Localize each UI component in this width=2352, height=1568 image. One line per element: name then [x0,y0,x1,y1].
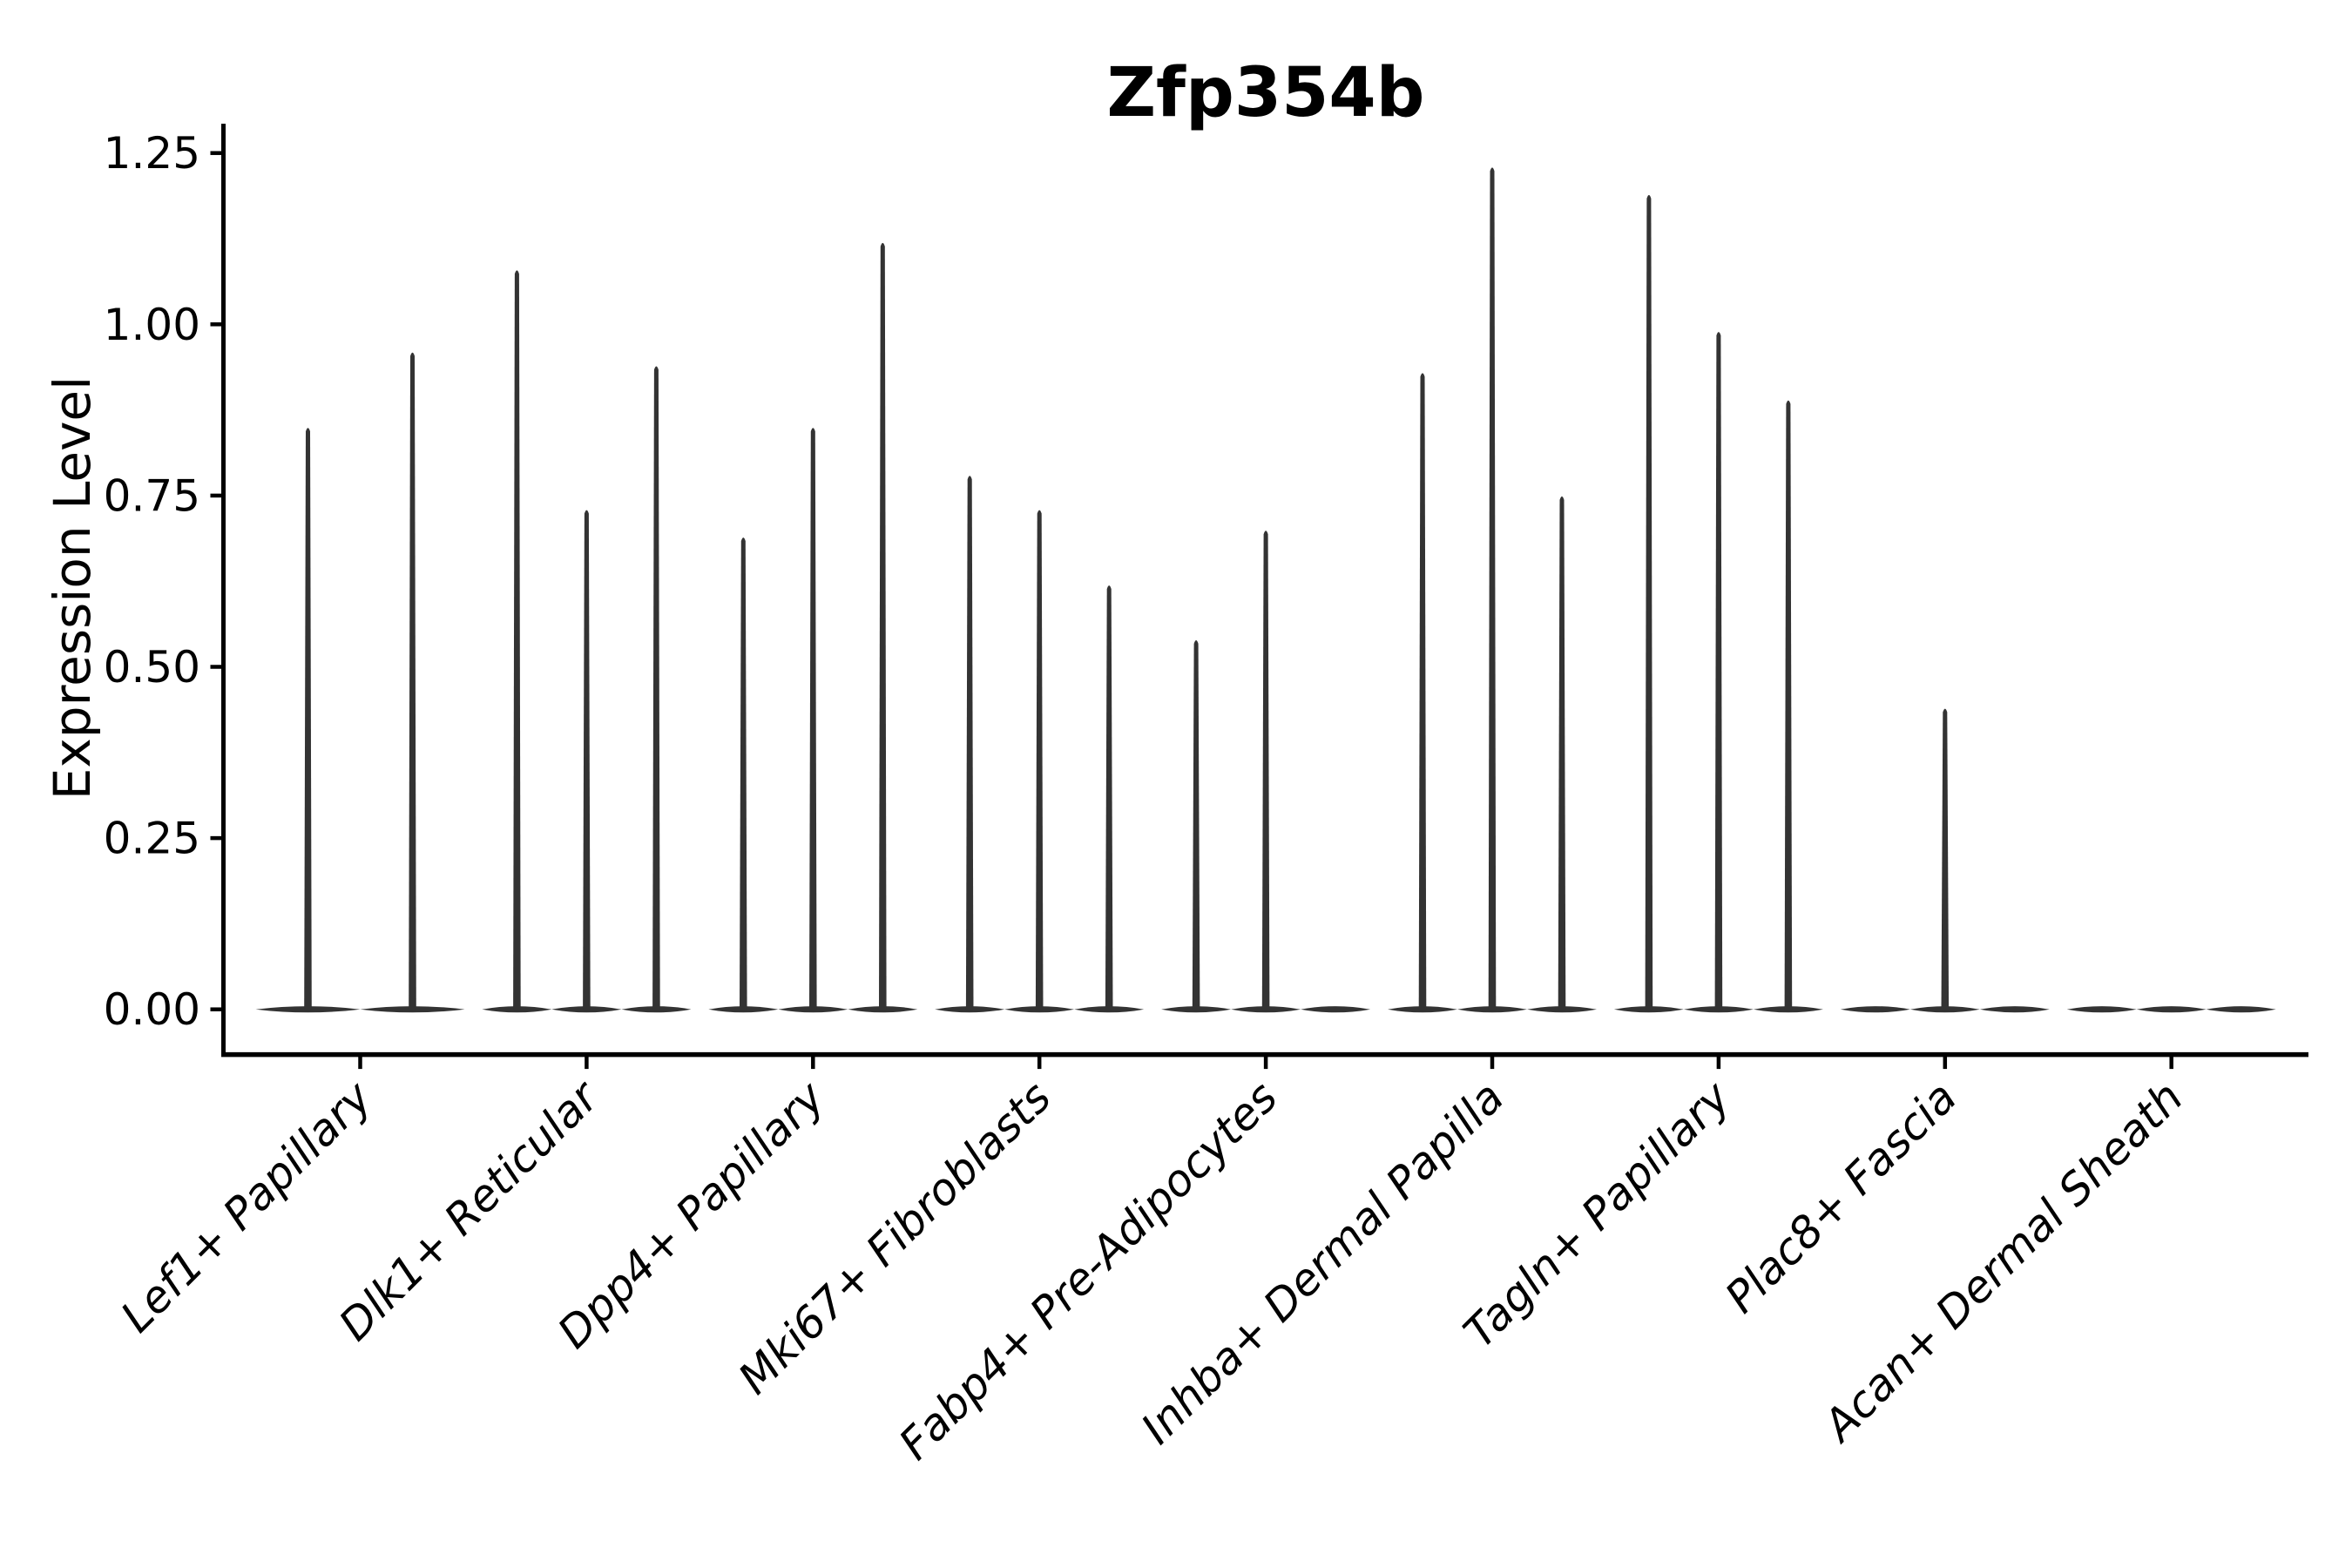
violin-spike [1105,585,1113,1010]
violin-group [1840,708,2050,1013]
violin-group [255,352,465,1013]
violin-spike [1488,167,1497,1010]
violin-spike [304,428,312,1010]
y-tick-label: 0.25 [104,814,200,864]
violin-spike [1941,708,1950,1010]
violin-spike [879,242,887,1010]
violin-group [482,270,692,1013]
violins-layer [255,167,2276,1013]
violin-spike [1192,640,1200,1010]
y-tick-label: 0.00 [104,984,200,1035]
violin-group [1613,194,1823,1013]
violin-base [1840,1006,1910,1013]
y-axis: 0.00 0.25 0.50 0.75 1.00 1.25 [104,128,224,1035]
violin-spike [1418,373,1427,1010]
violin-group [935,476,1145,1013]
violin-group [1161,531,1371,1013]
chart-title: Zfp354b [1107,54,1425,132]
violin-spike [583,510,591,1010]
y-tick-label: 1.25 [104,128,200,179]
violin-spike [809,428,817,1010]
violin-base [1301,1006,1371,1013]
violin-spike [652,366,660,1010]
violin-spike [1035,510,1044,1010]
violin-spike [1645,194,1653,1010]
violin-group [2066,1006,2276,1013]
violin-spike [1784,400,1793,1010]
violin-spike [1714,332,1723,1010]
violin-spike [740,537,747,1010]
violin-spike [965,476,974,1010]
y-tick-label: 1.00 [104,300,200,350]
violin-base [2066,1006,2137,1013]
violin-spike [1558,496,1566,1010]
y-tick-label: 0.50 [104,642,200,693]
violin-base [2136,1006,2207,1013]
violin-spike [409,352,416,1010]
y-axis-label: Expression Level [43,376,102,800]
violin-spike [513,270,521,1010]
violin-group [1388,167,1597,1013]
violin-base [1979,1006,2050,1013]
violin-group [708,242,918,1013]
y-tick-label: 0.75 [104,470,200,521]
violin-spike [1261,531,1270,1010]
violin-base [2206,1006,2276,1013]
